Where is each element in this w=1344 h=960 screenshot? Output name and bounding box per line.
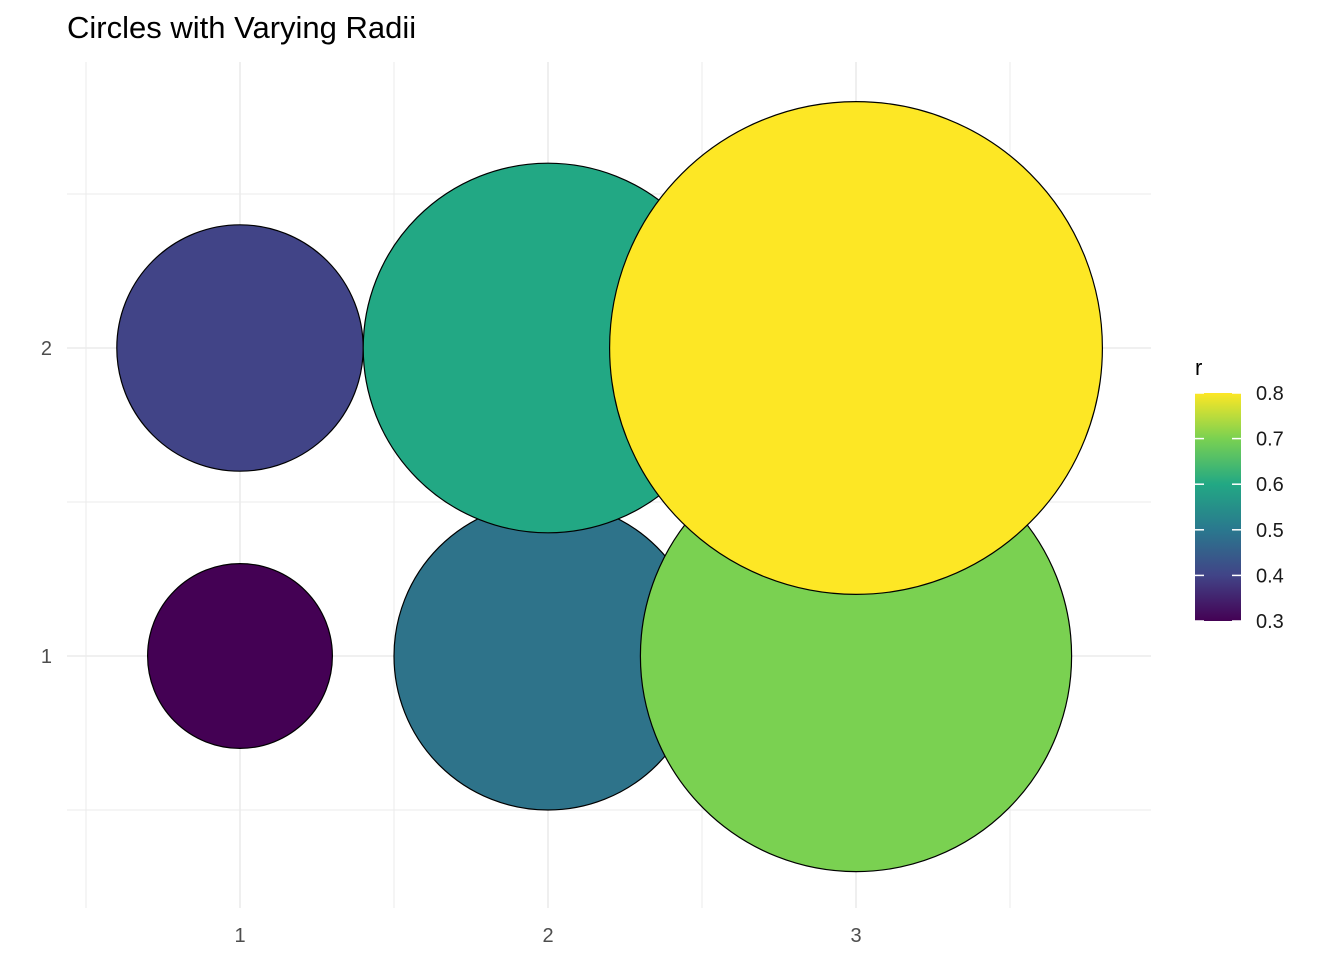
x-tick-label: 2: [542, 925, 553, 947]
legend-tick-label: 0.4: [1256, 565, 1284, 587]
legend-tick-label: 0.8: [1256, 383, 1284, 405]
circle-mark: [608, 101, 1103, 595]
legend-tick-label: 0.3: [1256, 611, 1284, 633]
circle-mark: [147, 562, 334, 749]
legend-colorbar: [1195, 393, 1241, 621]
x-tick-label: 3: [850, 925, 861, 947]
legend-title: r: [1195, 355, 1202, 380]
axis-labels: 1 2 3 1 2: [41, 338, 862, 947]
circle-mark: [116, 224, 364, 472]
circles-layer: [116, 101, 1103, 873]
y-tick-label: 2: [41, 338, 52, 360]
y-tick-label: 1: [41, 646, 52, 668]
legend-tick-label: 0.6: [1256, 474, 1284, 496]
legend-tick-label: 0.5: [1256, 520, 1284, 542]
chart-title: Circles with Varying Radii: [67, 10, 417, 45]
legend-tick-label: 0.7: [1256, 429, 1284, 451]
x-tick-label: 1: [234, 925, 245, 947]
color-legend: r 0.3 0.4 0.5 0.6 0.7 0.8: [1195, 355, 1284, 633]
